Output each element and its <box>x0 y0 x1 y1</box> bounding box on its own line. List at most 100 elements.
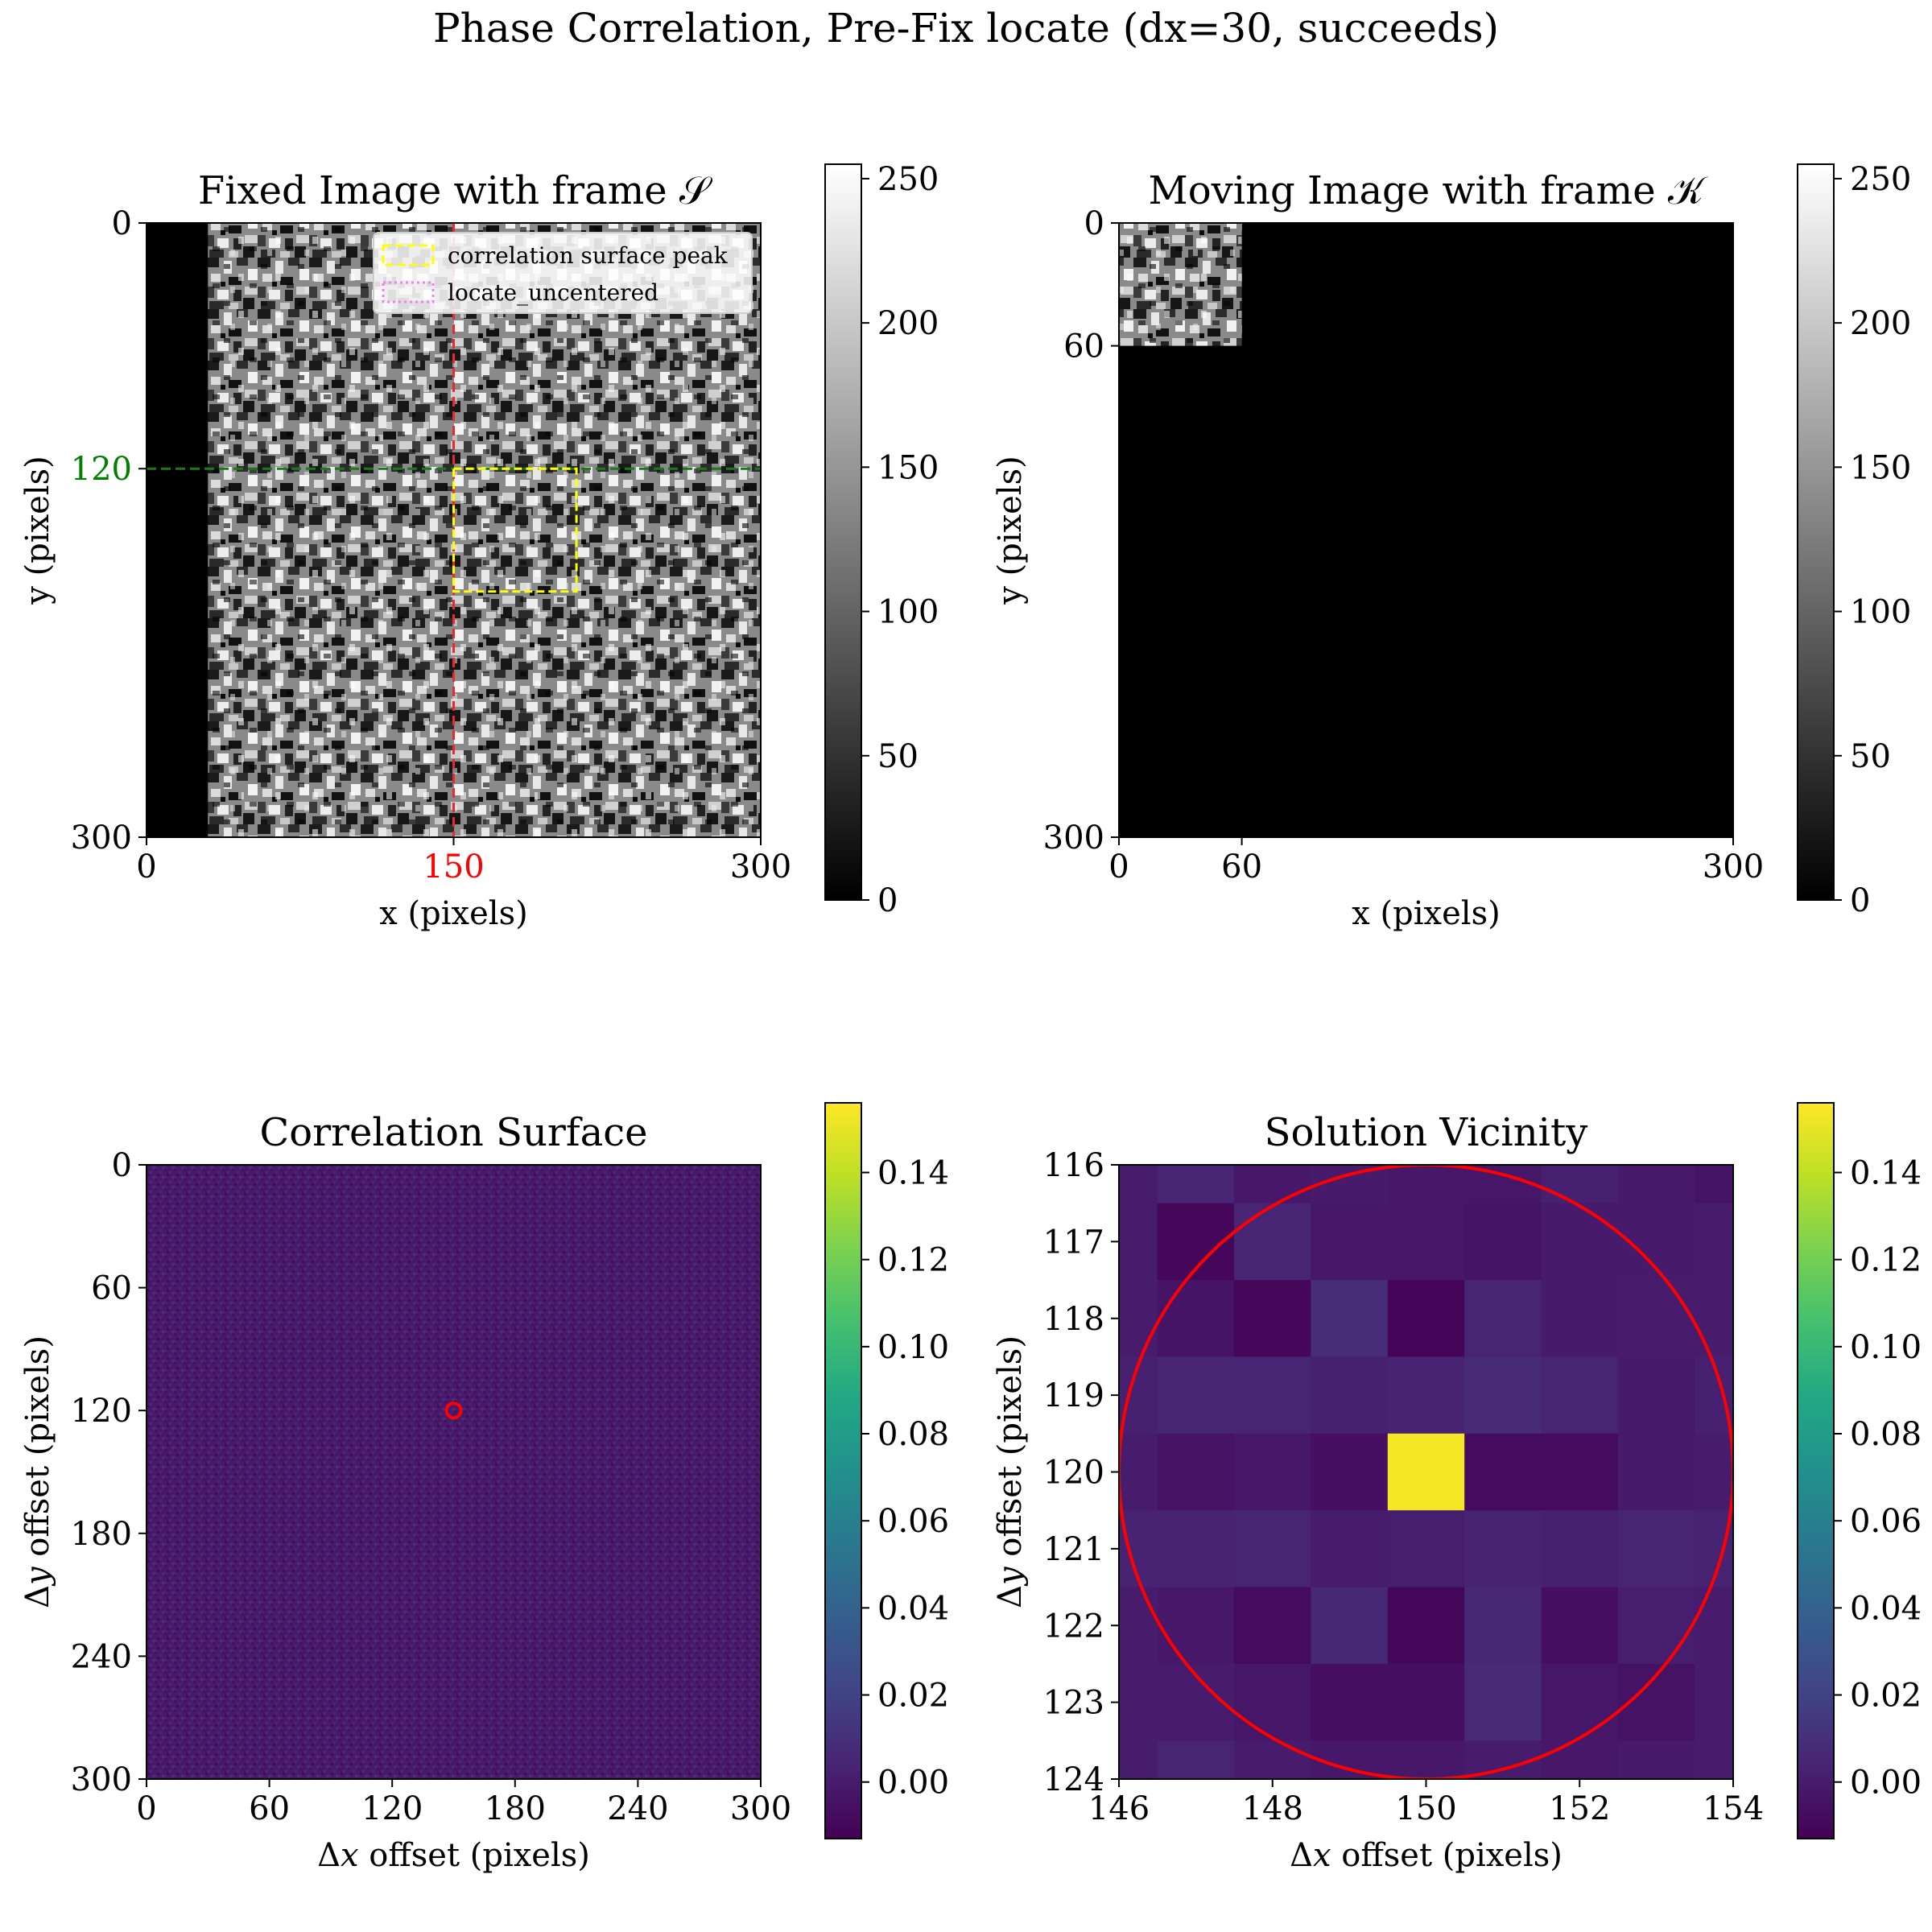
y-axis-label: Δ𝑦 offset (pixels) <box>992 1335 1029 1608</box>
heatmap-cell <box>1387 1663 1465 1741</box>
heatmap-cell <box>1311 1165 1389 1204</box>
heatmap-cell <box>1541 1165 1619 1204</box>
heatmap-cell <box>1234 1165 1311 1204</box>
colorbar-tick-label: 0.08 <box>877 1416 949 1453</box>
moving-image <box>1119 223 1733 837</box>
colorbar-tick-label: 0 <box>877 882 898 919</box>
heatmap-cell <box>1464 1280 1542 1357</box>
heatmap-cell <box>1464 1587 1542 1665</box>
vicinity-image <box>1119 1165 1733 1779</box>
colorbar-tick-label: 0.10 <box>877 1329 949 1366</box>
moving-patch-overlay <box>1119 223 1242 346</box>
heatmap-cell <box>1387 1587 1465 1665</box>
colorbar-tick-label: 50 <box>1850 738 1891 775</box>
heatmap-cell <box>1387 1203 1465 1281</box>
heatmap-cell <box>1234 1356 1311 1435</box>
x-axis-label: x (pixels) <box>1352 895 1500 932</box>
heatmap-cell <box>1695 1433 1733 1511</box>
colorbar-tick-label: 0.06 <box>877 1503 949 1540</box>
heatmap-cell <box>1387 1356 1465 1435</box>
heatmap-cell <box>1234 1740 1311 1779</box>
colorbar-tick-label: 0.00 <box>877 1765 949 1802</box>
y-tick-label: 300 <box>1043 819 1104 857</box>
colorbar-tick-label: 200 <box>877 305 939 342</box>
heatmap-cell <box>1695 1587 1733 1665</box>
x-tick-label: 150 <box>423 848 484 886</box>
fixed-image <box>147 223 761 837</box>
heatmap-cell <box>1311 1280 1389 1357</box>
heatmap-cell <box>1157 1165 1235 1204</box>
colorbar-tick-label: 0.14 <box>1850 1155 1922 1192</box>
heatmap-cell <box>1311 1433 1389 1511</box>
heatmap-cell <box>1119 1203 1158 1281</box>
y-tick-label: 117 <box>1043 1224 1104 1261</box>
colorbar-tick-label: 250 <box>877 161 939 198</box>
heatmap-cell <box>1464 1663 1542 1741</box>
y-tick-label: 0 <box>112 1147 132 1184</box>
x-tick-label: 0 <box>136 848 156 886</box>
colorbar-tick-label: 150 <box>877 449 939 486</box>
y-tick-label: 120 <box>71 1393 132 1430</box>
heatmap-cell <box>1119 1740 1158 1779</box>
figure-suptitle: Phase Correlation, Pre-Fix locate (dx=30… <box>432 5 1500 52</box>
y-axis-label: Δ𝑦 offset (pixels) <box>19 1335 56 1608</box>
heatmap-cell <box>1119 1510 1158 1588</box>
solution-marker <box>444 1402 463 1420</box>
x-axis-label: Δ𝑥 offset (pixels) <box>1290 1837 1563 1874</box>
heatmap-cell <box>1157 1280 1235 1357</box>
colorbar-tick-label: 0 <box>1850 882 1870 919</box>
heatmap-cell <box>1617 1433 1695 1511</box>
heatmap-cell <box>1387 1280 1465 1357</box>
colorbar-tick-label: 0.12 <box>1850 1242 1922 1279</box>
x-tick-label: 60 <box>249 1790 290 1827</box>
colorbar-tick-label: 0.02 <box>877 1678 949 1715</box>
y-tick-label: 120 <box>71 451 132 488</box>
x-axis-label: Δ𝑥 offset (pixels) <box>317 1837 590 1874</box>
y-tick-label: 119 <box>1043 1377 1104 1414</box>
heatmap-cell <box>1119 1280 1158 1357</box>
heatmap-cell <box>1157 1587 1235 1665</box>
heatmap-cell <box>1617 1510 1695 1588</box>
y-tick-label: 180 <box>71 1516 132 1553</box>
y-axis-label: y (pixels) <box>19 456 56 605</box>
y-tick-label: 122 <box>1043 1608 1104 1645</box>
heatmap-cell <box>1311 1587 1389 1665</box>
heatmap-cell <box>1695 1165 1733 1204</box>
y-tick-label: 118 <box>1043 1301 1104 1338</box>
moving-axes-frame <box>1118 222 1734 838</box>
heatmap-cell <box>1387 1740 1465 1779</box>
y-tick-label: 0 <box>1084 205 1104 242</box>
colorbar-tick-label: 100 <box>877 594 939 631</box>
x-axis-label: x (pixels) <box>379 895 527 932</box>
heatmap-cell <box>1119 1587 1158 1665</box>
y-tick-label: 120 <box>1043 1455 1104 1492</box>
heatmap-cell <box>1464 1165 1542 1204</box>
peak-rectangle <box>452 467 578 593</box>
y-tick-label: 60 <box>91 1270 132 1307</box>
heatmap-cell <box>1617 1165 1695 1204</box>
y-tick-label: 0 <box>112 205 132 242</box>
heatmap-cell <box>1311 1203 1389 1281</box>
surface-axes-frame <box>146 1164 762 1780</box>
x-tick-label: 150 <box>1395 1790 1456 1827</box>
heatmap-cell <box>1311 1356 1389 1435</box>
x-tick-label: 300 <box>730 1790 791 1827</box>
axes-title: Correlation Surface <box>259 1110 647 1155</box>
correlation-noise <box>147 1165 761 1779</box>
legend-label: correlation surface peak <box>448 242 729 269</box>
colorbar-tick-label: 100 <box>1850 594 1911 631</box>
colorbar-tick-label: 200 <box>1850 305 1911 342</box>
heatmap-cell <box>1541 1740 1619 1779</box>
heatmap-cell <box>1617 1740 1695 1779</box>
y-axis-label: y (pixels) <box>992 456 1029 605</box>
heatmap-cell <box>1234 1433 1311 1511</box>
heatmap-cell <box>1387 1165 1465 1204</box>
heatmap-cell <box>1695 1203 1733 1281</box>
heatmap-cell <box>1541 1203 1619 1281</box>
heatmap-cell <box>1157 1740 1235 1779</box>
y-tick-label: 123 <box>1043 1685 1104 1722</box>
colorbar-tick-label: 0.12 <box>877 1242 949 1279</box>
x-tick-label: 154 <box>1703 1790 1764 1827</box>
legend-swatch <box>382 281 435 303</box>
